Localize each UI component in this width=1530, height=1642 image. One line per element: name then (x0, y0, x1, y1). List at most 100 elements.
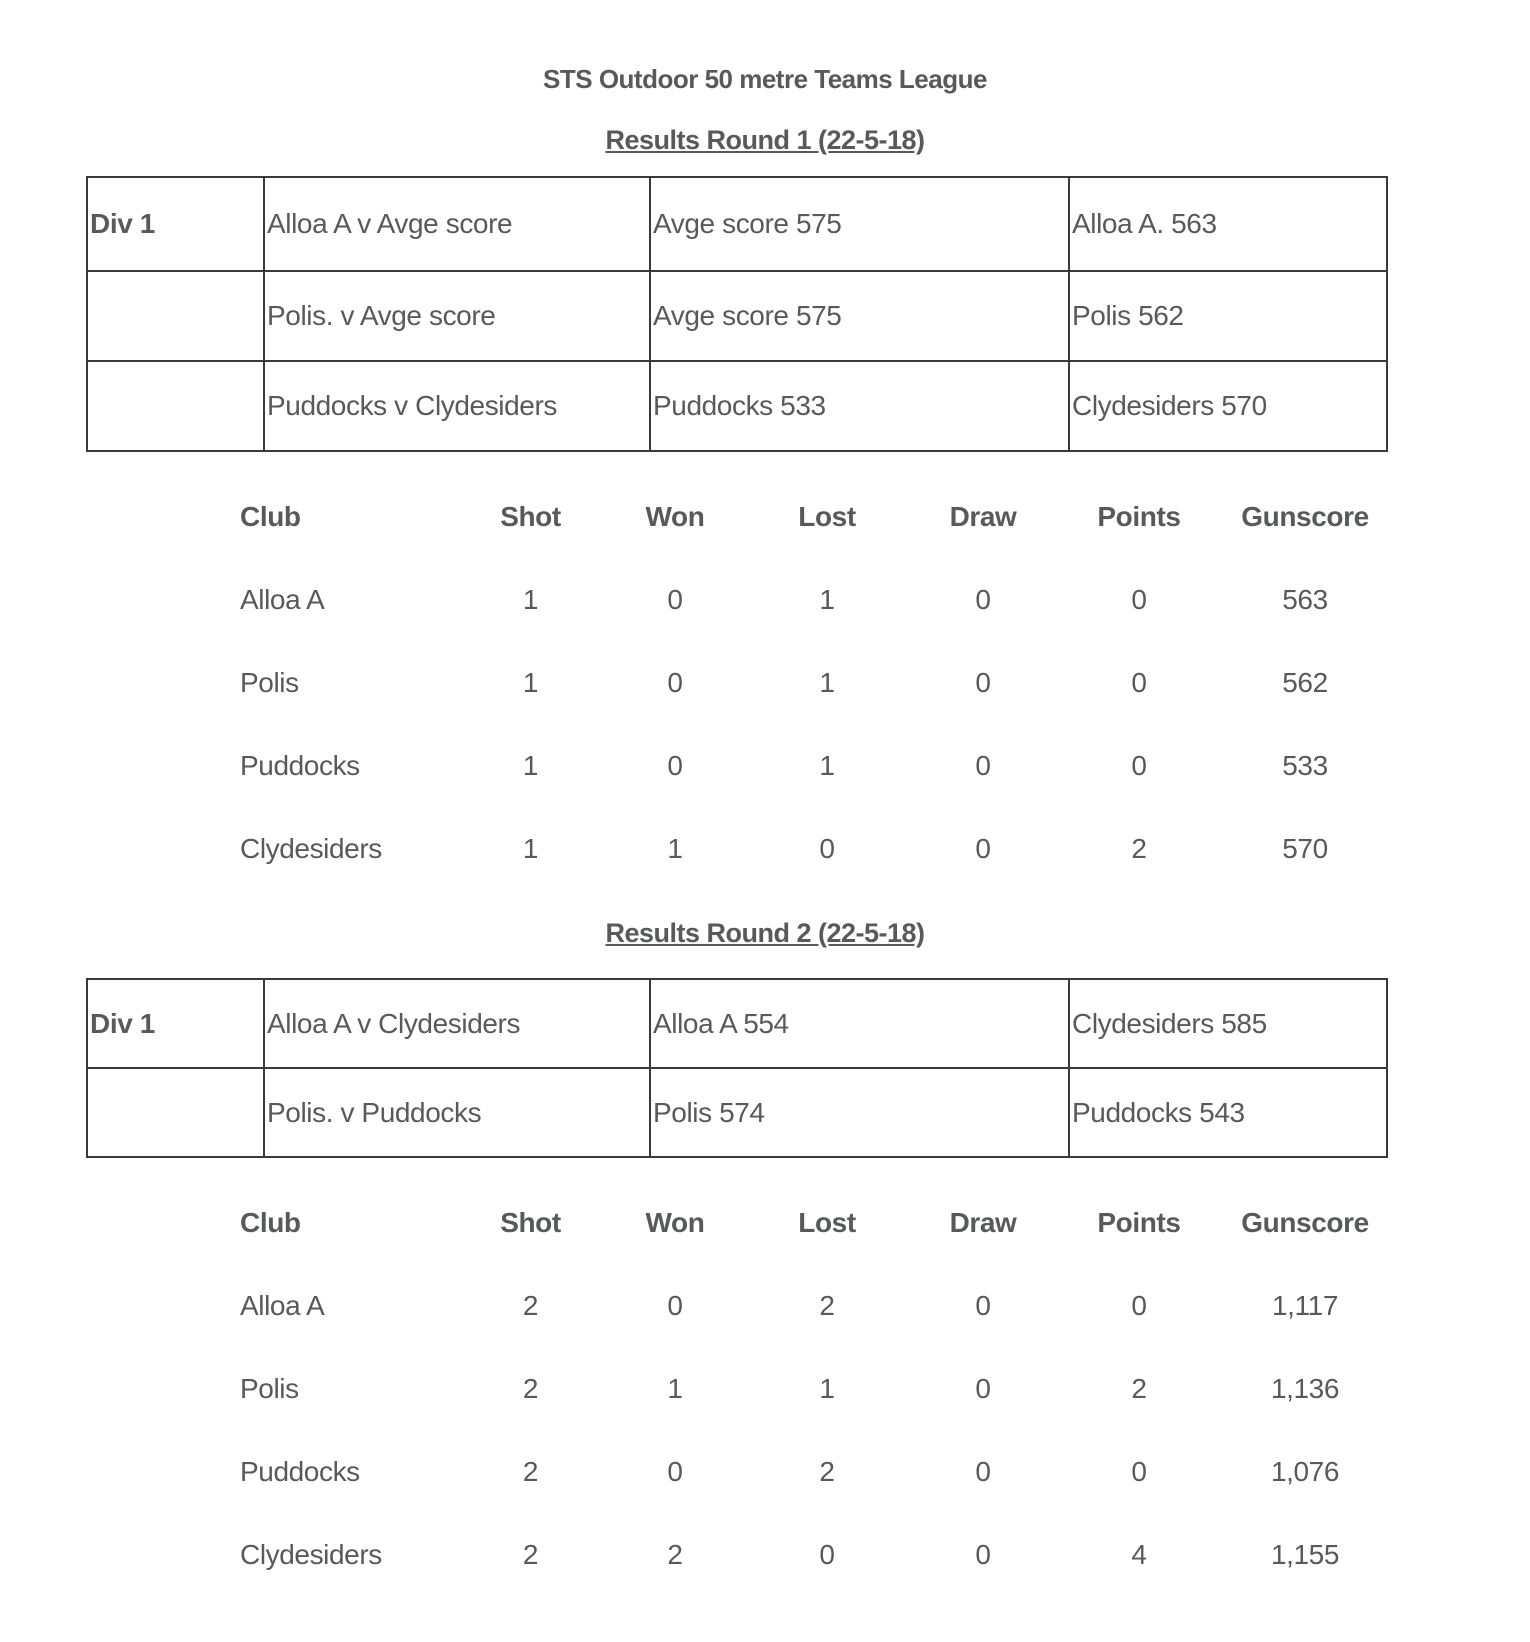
gunscore-cell: 1,136 (1270, 1372, 1340, 1404)
draw-cell: 0 (975, 832, 991, 864)
shot-cell: 1 (522, 749, 539, 781)
shot-cell: 2 (522, 1372, 539, 1404)
gunscore-cell: 533 (1282, 749, 1328, 781)
col-header-club: Club (240, 500, 301, 532)
club-cell: Puddocks (240, 749, 360, 781)
lost-cell: 0 (819, 1538, 835, 1570)
club-cell: Puddocks (240, 1455, 360, 1487)
away-score-cell: Puddocks 543 (1068, 1067, 1388, 1158)
away-score-cell: Clydesiders 585 (1068, 978, 1388, 1069)
shot-cell: 1 (522, 583, 539, 615)
standings-row: Clydesiders 1 1 0 0 2 570 (240, 807, 1393, 890)
home-score-cell: Polis 574 (649, 1067, 1070, 1158)
lost-cell: 0 (819, 832, 835, 864)
col-header-gunscore: Gunscore (1241, 500, 1369, 532)
fixture-cell: Polis. v Avge score (263, 270, 651, 362)
points-cell: 2 (1131, 1372, 1147, 1404)
col-header-shot: Shot (500, 500, 561, 532)
col-header-points: Points (1097, 1206, 1181, 1238)
shot-cell: 2 (522, 1289, 539, 1321)
match-row: Puddocks v Clydesiders Puddocks 533 Clyd… (86, 360, 1388, 452)
away-score-cell: Clydesiders 570 (1068, 360, 1388, 452)
won-cell: 0 (667, 1289, 683, 1321)
standings-row: Alloa A 1 0 1 0 0 563 (240, 558, 1393, 641)
club-cell: Alloa A (240, 1289, 325, 1321)
col-header-won: Won (645, 500, 705, 532)
draw-cell: 0 (975, 1372, 991, 1404)
home-score-cell: Avge score 575 (649, 270, 1070, 362)
standings-row: Clydesiders 2 2 0 0 4 1,155 (240, 1513, 1393, 1596)
match-row: Div 1 Alloa A v Avge score Avge score 57… (86, 176, 1388, 272)
match-row: Polis. v Avge score Avge score 575 Polis… (86, 270, 1388, 362)
division-label: Div 1 (86, 978, 265, 1069)
won-cell: 0 (667, 666, 683, 698)
round2-standings-table: Club Shot Won Lost Draw Points Gunscore … (240, 1181, 1393, 1596)
fixture-cell: Puddocks v Clydesiders (263, 360, 651, 452)
home-score-cell: Avge score 575 (649, 176, 1070, 272)
lost-cell: 2 (819, 1289, 835, 1321)
won-cell: 2 (667, 1538, 683, 1570)
shot-cell: 2 (522, 1455, 539, 1487)
points-cell: 0 (1131, 1455, 1147, 1487)
lost-cell: 1 (819, 583, 835, 615)
fixture-cell: Alloa A v Avge score (263, 176, 651, 272)
shot-cell: 1 (522, 666, 539, 698)
won-cell: 0 (667, 1455, 683, 1487)
col-header-draw: Draw (949, 1206, 1017, 1238)
lost-cell: 1 (819, 666, 835, 698)
col-header-gunscore: Gunscore (1241, 1206, 1369, 1238)
won-cell: 1 (667, 1372, 683, 1404)
col-header-won: Won (645, 1206, 705, 1238)
points-cell: 0 (1131, 1289, 1147, 1321)
points-cell: 4 (1131, 1538, 1147, 1570)
points-cell: 0 (1131, 666, 1147, 698)
away-score-cell: Polis 562 (1068, 270, 1388, 362)
lost-cell: 2 (819, 1455, 835, 1487)
points-cell: 2 (1131, 832, 1147, 864)
away-score-cell: Alloa A. 563 (1068, 176, 1388, 272)
draw-cell: 0 (975, 1289, 991, 1321)
standings-header-row: Club Shot Won Lost Draw Points Gunscore (240, 1181, 1393, 1264)
fixture-cell: Alloa A v Clydesiders (263, 978, 651, 1069)
round1-standings-table: Club Shot Won Lost Draw Points Gunscore … (240, 475, 1393, 890)
won-cell: 0 (667, 583, 683, 615)
points-cell: 0 (1131, 583, 1147, 615)
gunscore-cell: 562 (1282, 666, 1328, 698)
standings-row: Polis 2 1 1 0 2 1,136 (240, 1347, 1393, 1430)
gunscore-cell: 1,117 (1272, 1289, 1338, 1321)
club-cell: Alloa A (240, 583, 325, 615)
club-cell: Clydesiders (240, 832, 382, 864)
home-score-cell: Puddocks 533 (649, 360, 1070, 452)
lost-cell: 1 (819, 1372, 835, 1404)
won-cell: 1 (667, 832, 683, 864)
round1-heading: Results Round 1 (22-5-18) (605, 125, 925, 155)
gunscore-cell: 1,076 (1270, 1455, 1340, 1487)
gunscore-cell: 570 (1282, 832, 1328, 864)
draw-cell: 0 (975, 666, 991, 698)
col-header-points: Points (1097, 500, 1181, 532)
standings-header-row: Club Shot Won Lost Draw Points Gunscore (240, 475, 1393, 558)
fixture-cell: Polis. v Puddocks (263, 1067, 651, 1158)
division-label: Div 1 (86, 176, 265, 272)
standings-row: Puddocks 1 0 1 0 0 533 (240, 724, 1393, 807)
points-cell: 0 (1131, 749, 1147, 781)
col-header-lost: Lost (798, 1206, 856, 1238)
draw-cell: 0 (975, 749, 991, 781)
club-cell: Polis (240, 666, 299, 698)
gunscore-cell: 563 (1282, 583, 1328, 615)
won-cell: 0 (667, 749, 683, 781)
lost-cell: 1 (819, 749, 835, 781)
shot-cell: 2 (522, 1538, 539, 1570)
round1-match-table: Div 1 Alloa A v Avge score Avge score 57… (86, 176, 1388, 452)
club-cell: Polis (240, 1372, 299, 1404)
club-cell: Clydesiders (240, 1538, 382, 1570)
draw-cell: 0 (975, 1538, 991, 1570)
col-header-draw: Draw (949, 500, 1017, 532)
col-header-club: Club (240, 1206, 301, 1238)
division-label (86, 360, 265, 452)
division-label (86, 1067, 265, 1158)
standings-row: Alloa A 2 0 2 0 0 1,117 (240, 1264, 1393, 1347)
col-header-lost: Lost (798, 500, 856, 532)
standings-row: Puddocks 2 0 2 0 0 1,076 (240, 1430, 1393, 1513)
match-row: Div 1 Alloa A v Clydesiders Alloa A 554 … (86, 978, 1388, 1069)
